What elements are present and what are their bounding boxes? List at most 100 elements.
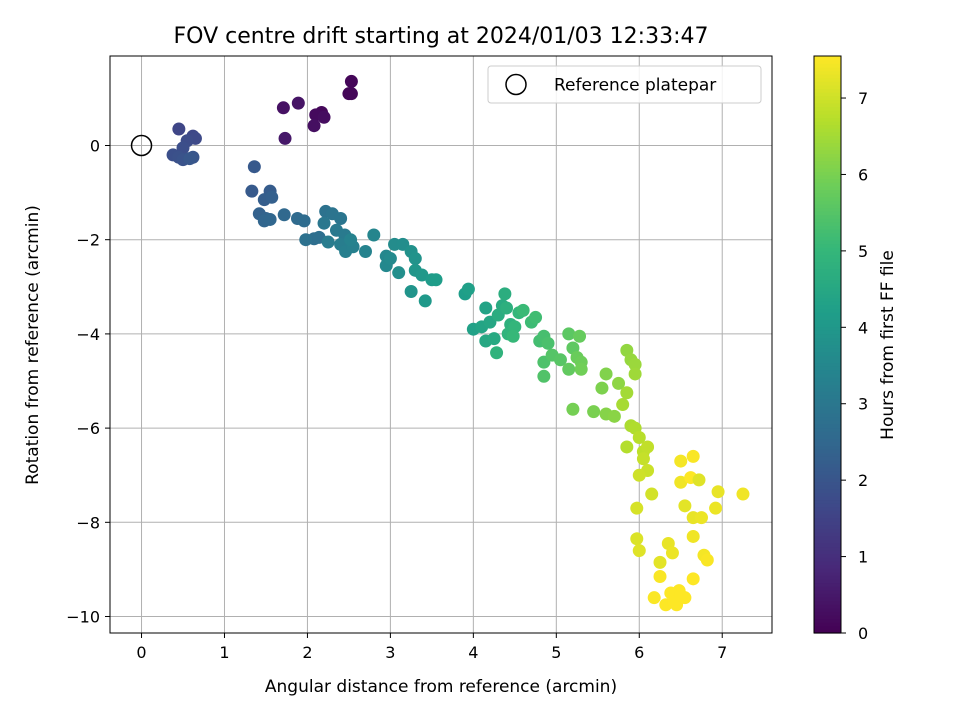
data-point <box>265 190 279 204</box>
colorbar-segment <box>814 459 841 465</box>
x-tick-label: 4 <box>468 643 478 662</box>
colorbar-segment <box>814 330 841 335</box>
colorbar-segment <box>814 333 841 338</box>
data-point <box>247 160 261 174</box>
data-point <box>461 282 475 296</box>
colorbar-segment <box>814 402 841 407</box>
colorbar-segment <box>814 441 841 447</box>
colorbar-segment <box>814 604 841 609</box>
data-point <box>630 501 644 515</box>
colorbar-tick-label: 1 <box>858 548 868 567</box>
colorbar-segment <box>814 286 841 292</box>
data-point <box>278 131 292 145</box>
colorbar-segment <box>814 275 841 281</box>
colorbar-segment <box>814 120 841 126</box>
y-tick-label: −8 <box>76 513 100 532</box>
colorbar-segment <box>814 113 841 118</box>
data-point <box>653 569 667 583</box>
data-point <box>674 454 688 468</box>
data-point <box>587 405 601 419</box>
colorbar-segment <box>814 70 841 75</box>
data-point <box>418 294 432 308</box>
data-point <box>321 235 335 249</box>
data-point <box>277 208 291 222</box>
colorbar-label: Hours from first FF file <box>878 250 898 440</box>
data-point <box>628 358 642 372</box>
colorbar-segment <box>814 358 841 364</box>
colorbar-segment <box>814 135 841 140</box>
colorbar-segment <box>814 416 841 421</box>
colorbar-segment <box>814 344 841 349</box>
colorbar-segment <box>814 138 841 144</box>
data-point <box>344 87 358 101</box>
colorbar-segment <box>814 229 841 234</box>
colorbar-segment <box>814 539 841 544</box>
colorbar-segment <box>814 164 841 169</box>
y-tick-label: −10 <box>66 608 100 627</box>
data-point <box>299 233 313 247</box>
colorbar-segment <box>814 532 841 537</box>
data-point <box>616 398 630 412</box>
colorbar-segment <box>814 326 841 331</box>
data-point <box>367 228 381 242</box>
colorbar-segment <box>814 124 841 129</box>
data-point <box>383 252 397 266</box>
colorbar-segment <box>814 283 841 288</box>
colorbar-segment <box>814 189 841 194</box>
data-point <box>612 376 626 390</box>
colorbar-segment <box>814 66 841 72</box>
data-point <box>641 440 655 454</box>
data-point <box>429 273 443 287</box>
colorbar-segment <box>814 481 841 486</box>
colorbar-segment <box>814 517 841 522</box>
data-point <box>183 152 197 166</box>
colorbar-segment <box>814 312 841 317</box>
colorbar-segment <box>814 268 841 273</box>
colorbar-segment <box>814 214 841 219</box>
colorbar-segment <box>814 301 841 306</box>
colorbar-segment <box>814 131 841 136</box>
colorbar-segment <box>814 261 841 266</box>
data-point <box>276 101 290 115</box>
colorbar-segment <box>814 376 841 382</box>
colorbar-segment <box>814 550 841 555</box>
colorbar-segment <box>814 445 841 450</box>
data-point <box>686 572 700 586</box>
data-point <box>694 511 708 525</box>
colorbar-segment <box>814 629 841 634</box>
colorbar-tick-label: 2 <box>858 471 868 490</box>
colorbar-segment <box>814 232 841 237</box>
colorbar-segment <box>814 77 841 82</box>
colorbar-tick-label: 3 <box>858 395 868 414</box>
colorbar-segment <box>814 423 841 429</box>
colorbar-segment <box>814 84 841 90</box>
x-tick-label: 5 <box>551 643 561 662</box>
colorbar-segment <box>814 477 841 483</box>
colorbar-segment <box>814 492 841 497</box>
data-point <box>516 303 530 317</box>
data-point <box>562 327 576 341</box>
colorbar-segment <box>814 185 841 191</box>
colorbar-segment <box>814 167 841 172</box>
colorbar-segment <box>814 575 841 580</box>
x-axis-label: Angular distance from reference (arcmin) <box>265 677 617 697</box>
legend-marker-reference <box>505 73 527 96</box>
data-point <box>359 244 373 258</box>
data-point <box>404 285 418 299</box>
colorbar-segment <box>814 463 841 468</box>
data-point <box>632 468 646 482</box>
colorbar-segment <box>814 521 841 526</box>
colorbar-tick-label: 7 <box>858 89 868 108</box>
data-point <box>297 214 311 228</box>
colorbar-segment <box>814 474 841 479</box>
data-point <box>630 532 644 546</box>
plot-area: 0 1 2 3 4 5 6 7 0 −2 −4 −6 −8 −10 <box>66 55 773 662</box>
y-tick-label: −6 <box>76 419 100 438</box>
colorbar-segment <box>814 221 841 227</box>
data-point <box>674 475 688 489</box>
colorbar-segment <box>814 265 841 270</box>
data-point <box>645 487 659 501</box>
colorbar-segment <box>814 250 841 255</box>
colorbar-segment <box>814 178 841 183</box>
